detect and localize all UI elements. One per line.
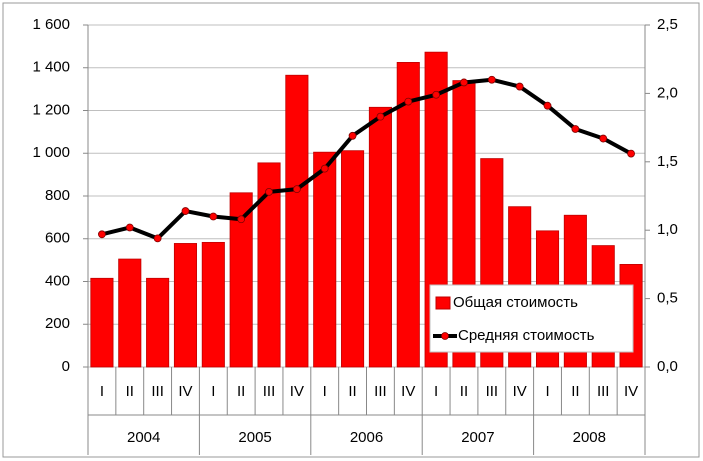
y-tick-label: 400 (45, 272, 70, 289)
bar (201, 241, 225, 368)
y-tick-label: 800 (45, 187, 70, 204)
y-tick-label: 1 600 (32, 16, 70, 33)
y2-tick-label: 1,5 (657, 153, 678, 170)
group-label: 2004 (127, 429, 160, 446)
line-marker (320, 164, 329, 173)
x-tick-label: IV (178, 383, 192, 400)
x-tick-label: I (100, 383, 104, 400)
line-marker (209, 212, 218, 221)
bar (341, 150, 365, 368)
bar (90, 277, 114, 368)
y2-tick-label: 0,0 (657, 358, 678, 375)
y2-tick-label: 1,0 (657, 221, 678, 238)
y-tick-label: 1 400 (32, 59, 70, 76)
group-label: 2006 (350, 429, 383, 446)
x-tick-label: IV (513, 383, 527, 400)
line-marker (98, 230, 106, 239)
line-marker (627, 149, 635, 158)
line-marker (515, 82, 524, 91)
x-tick-label: II (571, 383, 579, 400)
y-tick-label: 0 (62, 358, 70, 375)
x-tick-label: I (434, 383, 438, 400)
x-tick-label: IV (401, 383, 415, 400)
line-marker (292, 185, 301, 194)
bar (118, 258, 142, 368)
x-tick-label: I (545, 383, 549, 400)
bar (368, 106, 392, 368)
line-marker (348, 131, 357, 140)
line-marker (599, 134, 608, 143)
x-tick-label: II (348, 383, 356, 400)
y2-tick-label: 2,5 (657, 16, 678, 33)
y2-tick-label: 2,0 (657, 84, 678, 101)
x-tick-label: IV (290, 383, 304, 400)
legend-label: Средняя стоимость (458, 327, 595, 344)
line-marker (237, 215, 246, 224)
x-tick-label: III (597, 383, 610, 400)
x-tick-label: III (374, 383, 387, 400)
y2-tick-label: 0,5 (657, 290, 678, 307)
line-marker (487, 75, 496, 84)
bar (257, 162, 281, 368)
x-tick-label: III (263, 383, 276, 400)
line-marker (460, 78, 468, 87)
bar (313, 151, 337, 368)
bar (146, 277, 170, 368)
line-marker (125, 223, 134, 232)
line-marker (181, 207, 190, 215)
line-marker (432, 90, 441, 99)
x-tick-label: I (323, 383, 327, 400)
x-tick-label: I (211, 383, 215, 400)
line-marker (376, 112, 385, 121)
x-tick-label: III (486, 383, 499, 400)
group-label: 2007 (461, 429, 494, 446)
y-tick-label: 1 200 (32, 101, 70, 118)
group-label: 2005 (238, 429, 271, 446)
bar (229, 192, 253, 368)
x-tick-label: III (151, 383, 164, 400)
y-tick-label: 200 (45, 315, 70, 332)
x-tick-label: IV (624, 383, 638, 400)
legend-marker (441, 332, 449, 340)
x-tick-label: II (460, 383, 468, 400)
line-marker (571, 125, 580, 133)
legend-label: Общая стоимость (453, 294, 578, 311)
line (101, 77, 633, 241)
bar (396, 62, 420, 368)
y-tick-label: 1 000 (32, 144, 70, 161)
group-label: 2008 (573, 429, 606, 446)
line-marker (265, 187, 273, 196)
line-marker (404, 97, 413, 106)
bar (285, 74, 309, 368)
line-marker (543, 101, 552, 110)
legend-box (429, 284, 634, 353)
bar (173, 243, 198, 368)
x-tick-label: II (126, 383, 134, 400)
y-tick-label: 600 (45, 230, 70, 247)
x-tick-label: II (237, 383, 245, 400)
line-marker (153, 234, 162, 243)
legend-swatch (435, 296, 451, 310)
